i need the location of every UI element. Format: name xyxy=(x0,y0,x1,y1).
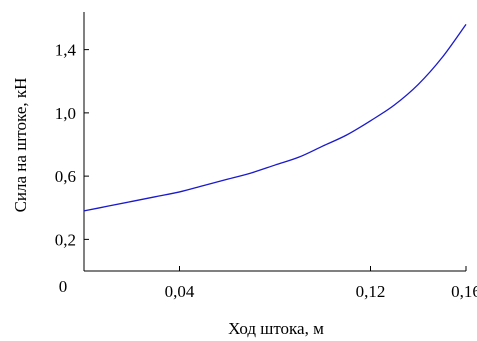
tick-labels: 0,2 0,6 1,0 1,4 0,04 0,12 0,16 xyxy=(55,41,477,301)
x-tick-label: 0,16 xyxy=(451,282,477,301)
y-tick-label: 0,2 xyxy=(55,230,76,249)
origin-label: 0 xyxy=(59,277,68,296)
axes xyxy=(83,12,466,272)
x-tick-label: 0,12 xyxy=(356,282,386,301)
x-tick-label: 0,04 xyxy=(165,282,195,301)
x-axis-title: Ход штока, м xyxy=(228,319,324,338)
y-tick-label: 1,0 xyxy=(55,104,76,123)
y-tick-label: 0,6 xyxy=(55,167,76,186)
series-line-0 xyxy=(83,23,467,212)
y-tick-label: 1,4 xyxy=(55,41,77,60)
series xyxy=(83,23,467,212)
y-axis-title: Сила на штоке, кН xyxy=(11,78,30,213)
tick-marks xyxy=(84,49,467,271)
